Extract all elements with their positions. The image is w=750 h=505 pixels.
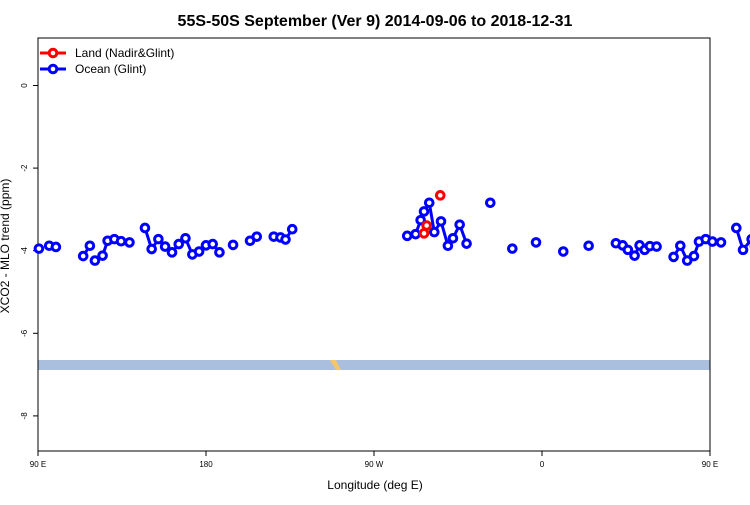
y-tick-label: -2 (20, 164, 29, 172)
data-point (251, 231, 263, 242)
x-axis-label: Longitude (deg E) (327, 478, 422, 492)
data-point (410, 228, 421, 240)
data-point (447, 233, 459, 244)
data-point (50, 241, 62, 253)
data-point (124, 237, 135, 248)
series-land (418, 190, 446, 239)
legend-marker (47, 63, 59, 75)
data-point (166, 247, 178, 258)
series-line (734, 227, 750, 252)
data-point (84, 240, 96, 252)
legend: Land (Nadir&Glint) Ocean (Glint) (40, 46, 174, 76)
data-point (153, 233, 164, 245)
legend-marker (47, 47, 59, 59)
data-point (731, 222, 742, 234)
data-point (180, 233, 191, 244)
plot-layer: 90 E 180 90 W 0 90 E 0 -2 -4 -6 -8 Land (Nadir&Gli… (20, 37, 750, 469)
data-point (280, 234, 291, 245)
data-point (715, 237, 727, 248)
data-point (115, 235, 127, 247)
series-ocean (33, 197, 750, 266)
data-point (139, 222, 151, 234)
data-point (421, 220, 432, 231)
data-point (454, 219, 465, 230)
y-tick-label: -8 (20, 412, 29, 420)
plot-frame (37, 37, 711, 452)
data-point (214, 247, 225, 258)
x-tick-label: 180 (199, 460, 213, 469)
data-point (688, 250, 700, 262)
data-point (461, 238, 472, 249)
data-point (415, 214, 426, 226)
mask-land-patch (330, 360, 341, 370)
legend-label: Land (Nadir&Glint) (75, 46, 174, 60)
data-point (173, 238, 185, 250)
x-tick-label: 90 E (30, 460, 46, 469)
data-point (622, 244, 634, 256)
data-point (442, 240, 454, 252)
x-tick-label: 90 E (702, 460, 718, 469)
data-point (484, 197, 496, 209)
data-point (423, 197, 435, 209)
x-tick-label: 0 (540, 460, 545, 469)
data-point (193, 246, 205, 257)
data-point (434, 190, 446, 201)
data-point (227, 239, 239, 251)
x-tick-label: 90 W (365, 460, 384, 469)
data-point (286, 223, 298, 235)
data-point (207, 238, 219, 250)
data-point (418, 206, 430, 217)
data-point (146, 243, 157, 255)
y-tick-label: -6 (20, 329, 29, 337)
data-point (668, 251, 679, 263)
data-point (530, 237, 542, 248)
mask-strip (38, 360, 710, 370)
data-point (507, 243, 518, 254)
data-point (77, 250, 89, 262)
data-point (428, 226, 440, 238)
data-point (675, 240, 686, 252)
data-point (33, 243, 45, 254)
legend-label: Ocean (Glint) (75, 62, 146, 76)
data-point (557, 246, 569, 257)
data-point (97, 250, 108, 261)
data-point (435, 216, 447, 227)
data-point (681, 255, 693, 266)
data-point (89, 255, 101, 266)
data-point (737, 244, 749, 256)
y-axis-label: XCO2 - MLO trend (ppm) (0, 179, 12, 314)
chart-title: 55S-50S September (Ver 9) 2014-09-06 to … (178, 13, 573, 30)
data-point (707, 236, 718, 247)
data-point (629, 250, 640, 261)
data-point (746, 234, 750, 245)
data-point (159, 241, 171, 252)
data-point (583, 240, 594, 252)
data-point (651, 241, 662, 252)
y-tick-label: 0 (20, 83, 29, 88)
y-tick-label: -4 (20, 247, 29, 255)
data-point (401, 230, 413, 242)
